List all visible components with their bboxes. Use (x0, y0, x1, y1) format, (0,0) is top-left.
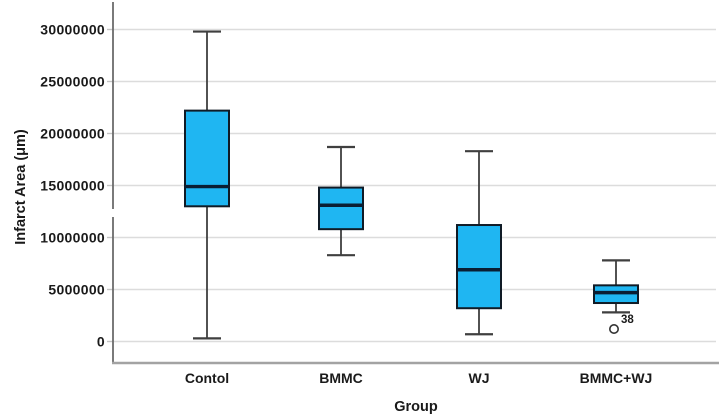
box (318, 186, 364, 231)
y-tick-label: 25000000 (40, 74, 105, 90)
boxes-layer (184, 30, 639, 340)
box (184, 109, 230, 208)
axis-seam-artifact (110, 209, 116, 217)
outlier-point (608, 324, 619, 335)
y-tick-label: 10000000 (40, 230, 105, 246)
x-category-label: BMMC+WJ (580, 370, 653, 386)
y-tick-label: 5000000 (48, 282, 105, 298)
axes-layer (110, 2, 719, 365)
y-tick-label: 0 (97, 334, 105, 350)
x-category-label: BMMC (319, 370, 363, 386)
y-axis-title: Infarct Area (μm) (13, 129, 29, 245)
outlier-label: 38 (621, 314, 634, 326)
x-axis-title: Group (394, 399, 438, 415)
x-category-label: Contol (185, 370, 229, 386)
y-tick-label: 20000000 (40, 126, 105, 142)
box (456, 224, 502, 310)
y-tick-label: 30000000 (40, 22, 105, 38)
y-tick-label: 15000000 (40, 178, 105, 194)
x-category-label: WJ (469, 370, 490, 386)
labels-layer: 0 5000000 10000000 15000000 20000000 25000000… (40, 22, 652, 387)
